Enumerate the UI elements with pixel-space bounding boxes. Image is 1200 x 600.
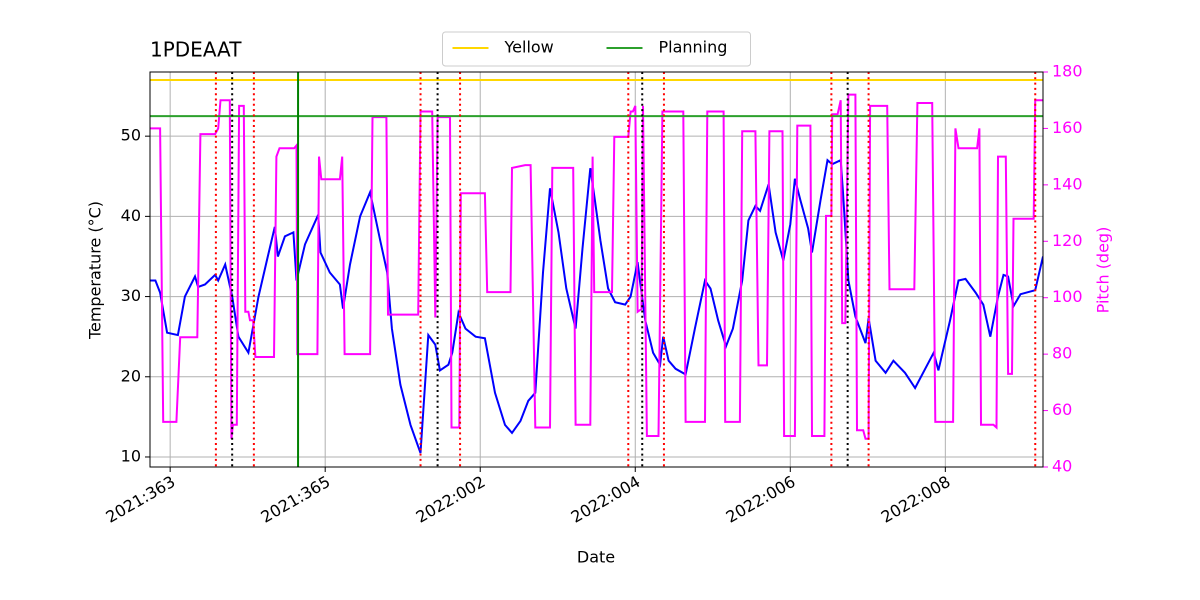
legend-label: Yellow [504,38,554,57]
chart-title: 1PDEAAT [150,38,242,62]
y-tick-label: 10 [121,446,141,465]
y2-tick-label: 40 [1052,457,1072,476]
x-tick-label: 2022:008 [878,472,954,527]
x-tick-label: 2022:002 [413,472,489,527]
y2-tick-label: 60 [1052,400,1072,419]
y-tick-label: 30 [121,286,141,305]
x-tick-label: 2021:363 [103,472,179,527]
y2-tick-label: 80 [1052,344,1072,363]
y2-tick-label: 180 [1052,62,1083,81]
y-tick-label: 50 [121,126,141,145]
x-tick-label: 2022:006 [723,472,799,527]
y2-tick-label: 160 [1052,118,1083,137]
y2-axis-label: Pitch (deg) [1094,227,1113,314]
legend: Yellow Planning [442,31,751,67]
plot-frame [149,71,1044,468]
y-tick-label: 20 [121,366,141,385]
y2-tick-label: 100 [1052,287,1083,306]
x-tick-label: 2021:365 [258,472,334,527]
data-line [150,93,1043,440]
legend-box [442,31,751,67]
y-tick-label: 40 [121,206,141,225]
x-tick-label: 2022:004 [568,472,644,527]
x-axis-label: Date [577,548,615,567]
y2-tick-label: 120 [1052,231,1083,250]
y2-tick-label: 140 [1052,174,1083,193]
data-line [150,158,1043,454]
legend-label: Planning [659,38,728,57]
y-axis-label: Temperature (°C) [86,201,105,340]
